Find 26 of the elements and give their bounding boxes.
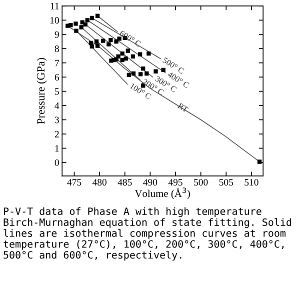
y-tick-label: 2 — [54, 130, 59, 138]
x-tick-label: 485 — [118, 179, 132, 186]
y-tick-label: 0 — [54, 159, 59, 166]
y-tick-label: 4 — [54, 102, 60, 109]
y-axis-title: Pressure (GPa) — [36, 58, 47, 124]
y-tick-label: 6 — [54, 74, 60, 81]
x-tick-label: 500 — [194, 179, 208, 186]
annotation: RT — [177, 102, 189, 112]
annotation: 600° C — [119, 30, 142, 47]
y-tick-label: 1 — [55, 145, 59, 152]
y-tick-label: 10 — [50, 17, 59, 24]
y-tick-label: 3 — [54, 116, 59, 124]
y-tick-label: 11 — [50, 2, 59, 10]
x-tick-label: 480 — [92, 179, 106, 186]
y-tick-label: 8 — [54, 46, 59, 52]
y-tick-label: 5 — [55, 88, 59, 95]
x-tick-label: 495 — [168, 179, 182, 186]
text: P-V-T data of Phase A with high temperature Birch-Murnaghan equation of state fitting. Solid lines are isothermal compression curves at room temperature (27°C), 100°C, 200°C, 300°C, 400°C, 500°C and 600°C, respectively. — [4, 207, 292, 261]
x-axis-title: Volume (Å$^{3}$) — [134, 188, 190, 200]
y-tick-label: 9 — [54, 31, 59, 38]
x-tick-label: 510 — [244, 179, 258, 186]
x-tick-label: 490 — [143, 179, 158, 186]
x-tick-label: 475 — [67, 179, 82, 186]
x-tick-label: 505 — [219, 179, 234, 186]
y-tick-label: 7 — [55, 60, 60, 66]
annotation: 500° C — [162, 57, 184, 74]
